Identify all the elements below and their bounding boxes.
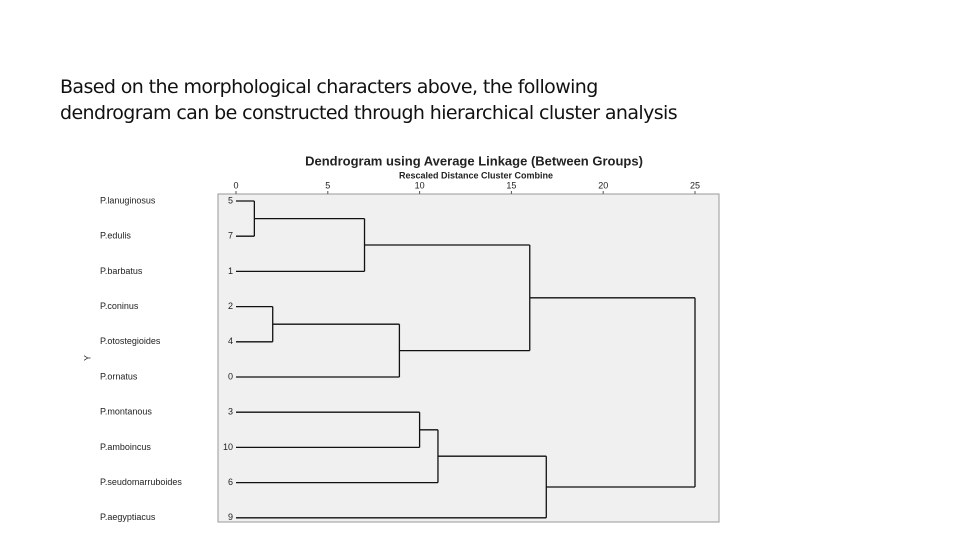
leaf-label: P.ornatus — [100, 371, 138, 381]
leaf-id: 2 — [228, 301, 233, 311]
leaf-id: 4 — [228, 336, 233, 346]
leaf-id: 6 — [228, 477, 233, 487]
leaf-label: P.seudomarruboides — [100, 477, 182, 487]
leaf-id: 5 — [228, 195, 233, 205]
x-axis-title: Rescaled Distance Cluster Combine — [399, 170, 553, 180]
leaf-label: P.montanous — [100, 407, 152, 417]
leaf-id: 10 — [223, 442, 233, 452]
leaf-label: P.aegyptiacus — [100, 512, 156, 522]
leaf-id: 9 — [228, 512, 233, 522]
chart-title: Dendrogram using Average Linkage (Betwee… — [305, 153, 643, 168]
leaf-id: 7 — [228, 231, 233, 241]
text-line: Based on the morphological characters ab… — [60, 76, 598, 98]
leaf-label: P.otostegioides — [100, 336, 161, 346]
x-tick-label: 5 — [325, 180, 330, 190]
leaf-label: P.amboincus — [100, 442, 151, 452]
leaf-label: P.lanuginosus — [100, 195, 156, 205]
x-tick-label: 20 — [598, 180, 608, 190]
x-tick-label: 25 — [690, 180, 700, 190]
x-tick-label: 15 — [506, 180, 516, 190]
x-tick-label: 10 — [415, 180, 425, 190]
leaf-label: P.barbatus — [100, 266, 143, 276]
slide-text: Based on the morphological characters ab… — [60, 74, 678, 126]
text-line: dendrogram can be constructed through hi… — [60, 102, 678, 124]
leaf-label: P.coninus — [100, 301, 139, 311]
leaf-label: P.edulis — [100, 231, 131, 241]
x-tick-label: 0 — [233, 180, 238, 190]
plot-area — [217, 193, 720, 523]
y-axis-title: Y — [82, 355, 92, 361]
leaf-id: 0 — [228, 371, 233, 381]
leaf-id: 3 — [228, 407, 233, 417]
leaf-id: 1 — [228, 266, 233, 276]
